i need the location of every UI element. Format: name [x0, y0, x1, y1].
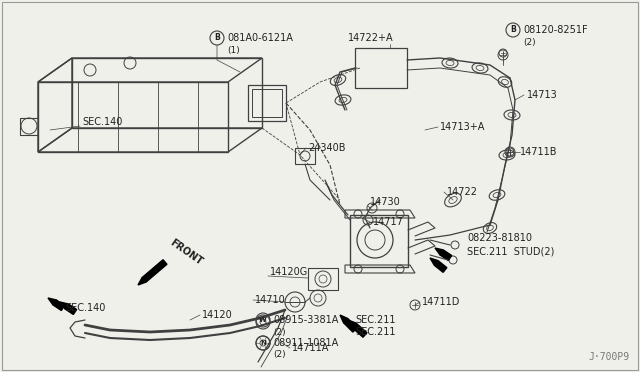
- Polygon shape: [430, 258, 438, 265]
- Polygon shape: [440, 250, 452, 260]
- Text: N: N: [260, 340, 266, 346]
- Bar: [350, 215, 408, 267]
- Text: 14710: 14710: [255, 295, 285, 305]
- Text: 14711B: 14711B: [520, 147, 557, 157]
- Polygon shape: [352, 323, 367, 337]
- Polygon shape: [435, 261, 447, 272]
- Text: (2): (2): [273, 350, 285, 359]
- Text: 08223-81810: 08223-81810: [467, 233, 532, 243]
- Text: 14120: 14120: [202, 310, 233, 320]
- Text: 14711A: 14711A: [292, 343, 330, 353]
- Text: 14722+A: 14722+A: [348, 33, 394, 43]
- Text: SEC.211: SEC.211: [355, 315, 396, 325]
- Text: 24340B: 24340B: [308, 143, 346, 153]
- Polygon shape: [65, 304, 77, 314]
- Polygon shape: [138, 278, 146, 285]
- Text: 14722: 14722: [447, 187, 478, 197]
- Polygon shape: [142, 260, 167, 282]
- Text: SEC.140: SEC.140: [65, 303, 106, 313]
- Text: SEC.211  STUD(2): SEC.211 STUD(2): [467, 247, 554, 257]
- Polygon shape: [435, 248, 444, 255]
- Bar: [308, 268, 338, 290]
- Polygon shape: [53, 300, 65, 311]
- Text: (2): (2): [273, 327, 285, 337]
- Text: W: W: [259, 317, 267, 323]
- Text: 081A0-6121A: 081A0-6121A: [227, 33, 293, 43]
- Bar: [355, 48, 407, 88]
- Text: (1): (1): [227, 45, 240, 55]
- Polygon shape: [60, 302, 68, 309]
- Text: B: B: [510, 26, 516, 35]
- Polygon shape: [344, 318, 357, 332]
- Bar: [248, 85, 286, 121]
- Polygon shape: [348, 320, 356, 327]
- Bar: [252, 89, 282, 117]
- Text: 14717: 14717: [373, 217, 404, 227]
- Text: FRONT: FRONT: [168, 237, 204, 267]
- Text: SEC.211: SEC.211: [355, 327, 396, 337]
- Polygon shape: [48, 298, 56, 305]
- Text: (2): (2): [523, 38, 536, 46]
- Polygon shape: [340, 315, 348, 323]
- Text: 14711D: 14711D: [422, 297, 460, 307]
- Text: 14120G: 14120G: [270, 267, 308, 277]
- Text: 14713: 14713: [527, 90, 557, 100]
- Text: B: B: [214, 33, 220, 42]
- Text: 08120-8251F: 08120-8251F: [523, 25, 588, 35]
- Text: 08911-1081A: 08911-1081A: [273, 338, 339, 348]
- Text: 14730: 14730: [370, 197, 401, 207]
- Text: J·700P9: J·700P9: [589, 352, 630, 362]
- Text: SEC.140: SEC.140: [82, 117, 122, 127]
- Text: 08915-3381A: 08915-3381A: [273, 315, 339, 325]
- Bar: [295, 148, 315, 164]
- Text: 14713+A: 14713+A: [440, 122, 485, 132]
